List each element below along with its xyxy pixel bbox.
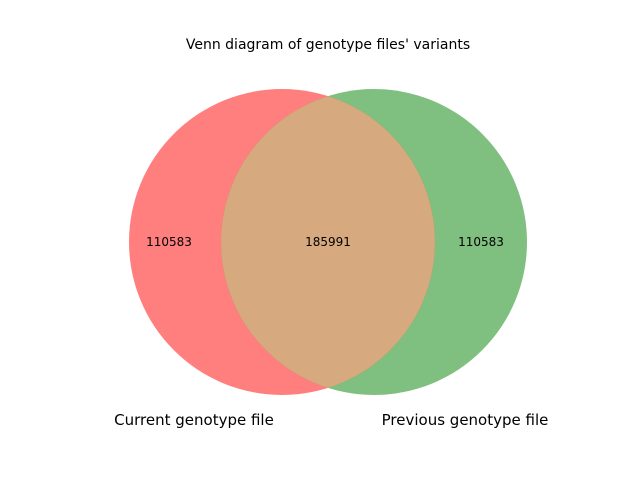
count-previous-only: 110583 [458, 235, 504, 249]
count-current-only: 110583 [146, 235, 192, 249]
set-label-previous: Previous genotype file [382, 411, 549, 429]
set-label-current: Current genotype file [114, 411, 274, 429]
count-intersection: 185991 [305, 235, 351, 249]
intersection-region [221, 89, 435, 395]
chart-title: Venn diagram of genotype files' variants [186, 37, 470, 53]
